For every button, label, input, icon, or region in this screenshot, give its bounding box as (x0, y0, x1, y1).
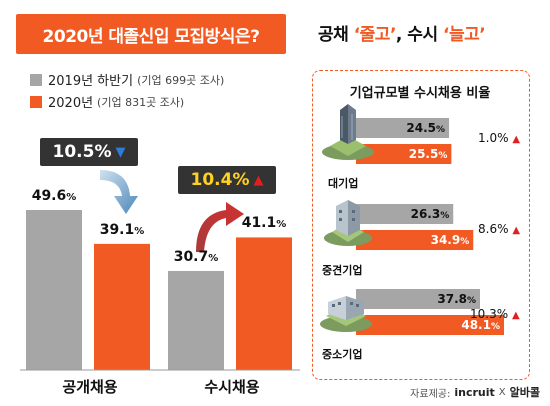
main-bar-chart (20, 170, 300, 371)
hbar-value-large-2019-number: 24.5 (406, 121, 437, 135)
category-label-open-recruitment: 공개채용 (62, 378, 118, 396)
pp-change-large-value: 1.0% (478, 131, 509, 145)
bar-value-open-2020-unit: % (134, 225, 145, 237)
bar-rolling-2019 (168, 270, 224, 370)
hbar-mid-2019 (356, 204, 454, 224)
bar-value-open-2020-number: 39.1 (99, 221, 135, 238)
legend-label-2020: 2020년 (48, 96, 94, 111)
hbar-value-mid-2019-unit: % (440, 211, 450, 221)
legend-item-2020: 2020년 (기업 831곳 조사) (30, 92, 184, 111)
down-triangle-icon: ▼ (115, 144, 126, 160)
up-triangle-icon: ▲ (512, 134, 521, 145)
hbar-small-2020 (356, 315, 504, 335)
hbar-small-2019 (356, 289, 481, 309)
legend-note-2019: (기업 699곳 조사) (137, 73, 225, 87)
hbar-value-large-2020: 25.5% (403, 147, 448, 161)
bar-rolling-2020 (236, 237, 292, 370)
headline-quote-close-2: ’ (479, 25, 486, 45)
up-triangle-icon: ▲ (253, 172, 264, 188)
increase-arrow-icon (196, 202, 244, 252)
up-triangle-icon: ▲ (511, 310, 520, 321)
legend-note-2020: (기업 831곳 조사) (97, 95, 185, 109)
hbar-value-mid-2019-number: 26.3 (410, 207, 441, 221)
hbar-value-small-2020: 48.1% (456, 318, 500, 332)
legend-swatch-2019 (30, 73, 42, 86)
pp-change-mid: 8.6% ▲ (478, 222, 520, 236)
hbar-value-large-2020-number: 25.5 (408, 147, 439, 161)
pp-change-mid-value: 8.6% (478, 222, 509, 236)
bar-value-rolling-2020-unit: % (276, 219, 287, 231)
source-separator: X (498, 386, 506, 398)
headline-word-increase: 늘고 (448, 25, 480, 45)
hbar-value-large-2019-unit: % (436, 125, 446, 135)
headline-quote-close-1: ’ (389, 25, 396, 45)
bar-value-rolling-2020: 41.1% (232, 215, 296, 231)
small-company-building-icon (320, 296, 372, 332)
bar-value-open-2020: 39.1% (90, 222, 154, 238)
source-label: 자료제공: (410, 388, 451, 400)
row-label-mid-company: 중견기업 (322, 264, 363, 277)
bar-open-2019 (26, 210, 82, 370)
hbar-value-mid-2020: 34.9% (425, 233, 470, 247)
change-value-rolling-recruitment: 10.4% (190, 170, 250, 190)
hbar-large-2019 (356, 118, 450, 138)
hbar-value-small-2020-number: 48.1 (461, 318, 491, 332)
change-badge-rolling-recruitment: 10.4% ▲ (178, 166, 276, 194)
row-label-large-company: 대기업 (328, 177, 359, 190)
bar-value-rolling-2019-number: 30.7 (173, 248, 209, 265)
headline-quote-open-2: ‘ (443, 25, 449, 45)
albacall-logo: 알바콜 (509, 386, 540, 399)
large-company-building-icon (322, 104, 374, 160)
bar-open-2020 (94, 243, 150, 370)
decrease-arrow-icon (100, 170, 138, 214)
bar-value-rolling-2020-number: 41.1 (241, 215, 277, 232)
hbar-value-mid-2020-number: 34.9 (430, 233, 461, 247)
hbar-large-2020 (356, 144, 452, 164)
hbar-value-small-2020-unit: % (490, 322, 500, 332)
hbar-value-mid-2019: 26.3% (405, 207, 450, 221)
headline-word-decrease: 줄고 (359, 25, 391, 45)
hbar-value-large-2020-unit: % (438, 151, 448, 161)
hbar-value-large-2019: 24.5% (401, 121, 445, 135)
hbar-value-mid-2020-unit: % (460, 237, 470, 247)
headline-quote-open-1: ‘ (353, 25, 360, 45)
bar-value-rolling-2019-unit: % (208, 252, 219, 264)
hbar-value-small-2019: 37.8% (432, 292, 476, 306)
chart-title: 2020년 대졸신입 모집방식은? (16, 14, 286, 54)
change-value-open-recruitment: 10.5% (52, 142, 112, 162)
pp-change-small: 10.3% ▲ (470, 307, 520, 321)
hbar-value-small-2019-number: 37.8 (437, 292, 467, 306)
pp-change-large: 1.0% ▲ (478, 131, 520, 145)
change-badge-open-recruitment: 10.5% ▼ (40, 138, 138, 166)
pp-change-small-value: 10.3% (470, 307, 509, 321)
panel-title: 기업규모별 수시채용 비율 (349, 86, 491, 101)
legend-swatch-2020 (30, 95, 42, 108)
row-label-small-company: 중소기업 (322, 348, 363, 361)
bar-value-rolling-2019: 30.7% (164, 249, 228, 265)
bar-value-open-2019-unit: % (66, 192, 77, 203)
headline: 공채 ‘줄고’, 수시 ‘늘고’ (318, 20, 486, 45)
bar-value-open-2019: 49.6% (22, 188, 86, 204)
hbar-mid-2020 (356, 230, 474, 250)
up-triangle-icon: ▲ (512, 225, 521, 236)
legend-label-2019: 2019년 하반기 (48, 74, 134, 89)
incruit-logo: incruit (454, 385, 495, 399)
source-credit: 자료제공: incruit X 알바콜 (410, 384, 540, 400)
category-label-rolling-recruitment: 수시채용 (204, 378, 260, 396)
mid-company-building-icon (324, 200, 372, 246)
legend-item-2019: 2019년 하반기 (기업 699곳 조사) (30, 70, 224, 89)
company-size-bar-chart (320, 104, 504, 335)
headline-part1: 공채 (318, 25, 354, 45)
bar-value-open-2019-number: 49.6 (31, 188, 67, 204)
headline-part2: , 수시 (395, 25, 443, 45)
hbar-value-small-2019-unit: % (466, 296, 477, 306)
